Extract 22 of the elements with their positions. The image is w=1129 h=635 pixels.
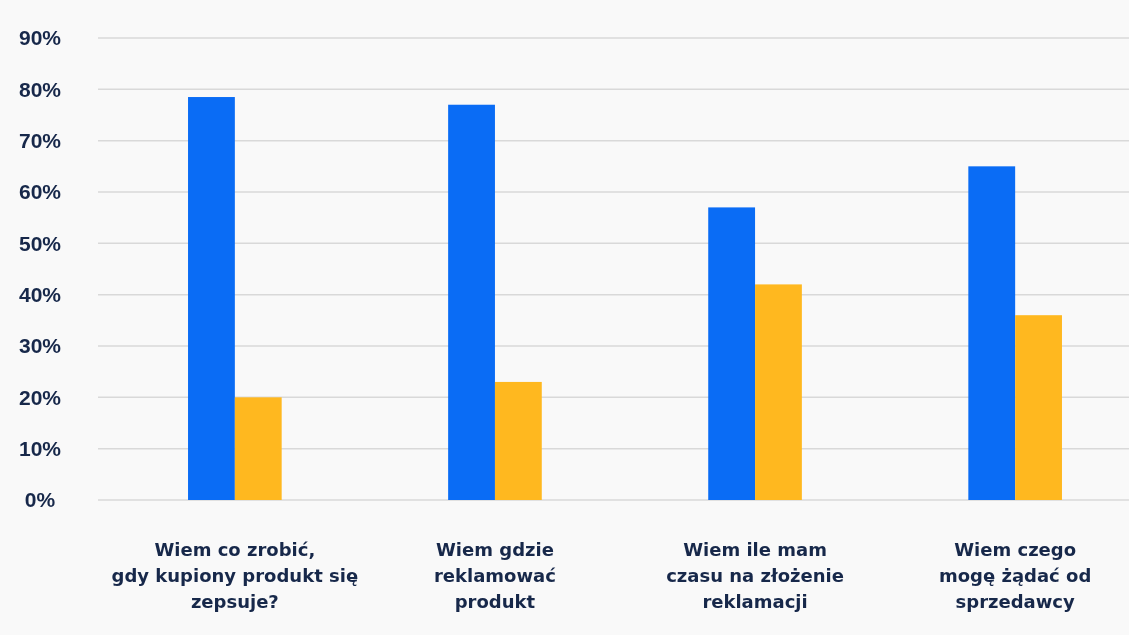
x-tick-label: Wiem gdzie reklamować produkt <box>433 539 557 612</box>
y-tick-label: 60% <box>18 180 62 204</box>
bar <box>755 284 802 500</box>
y-tick-label: 0% <box>24 488 56 512</box>
bar <box>708 207 756 500</box>
y-tick-label: 20% <box>18 385 62 409</box>
y-tick-label: 40% <box>18 282 62 306</box>
bar <box>494 381 542 500</box>
bar <box>968 166 1016 500</box>
y-tick-label: 80% <box>18 77 62 101</box>
bar <box>448 104 495 500</box>
x-tick-label: Wiem co zrobić, gdy kupiony produkt się zepsuje? <box>111 539 359 612</box>
bar <box>1015 315 1062 500</box>
x-tick-label: Wiem czego mogę żądać od sprzedawcy <box>938 539 1092 612</box>
y-tick-label: 50% <box>18 231 62 255</box>
y-tick-label: 70% <box>18 128 62 152</box>
y-tick-label: 90% <box>18 26 62 50</box>
bar <box>234 397 282 500</box>
x-tick-label: Wiem ile mam czasu na złożenie reklamacji <box>666 539 844 612</box>
y-tick-label: 10% <box>18 436 62 460</box>
y-tick-label: 30% <box>18 334 62 358</box>
bar <box>188 97 235 500</box>
